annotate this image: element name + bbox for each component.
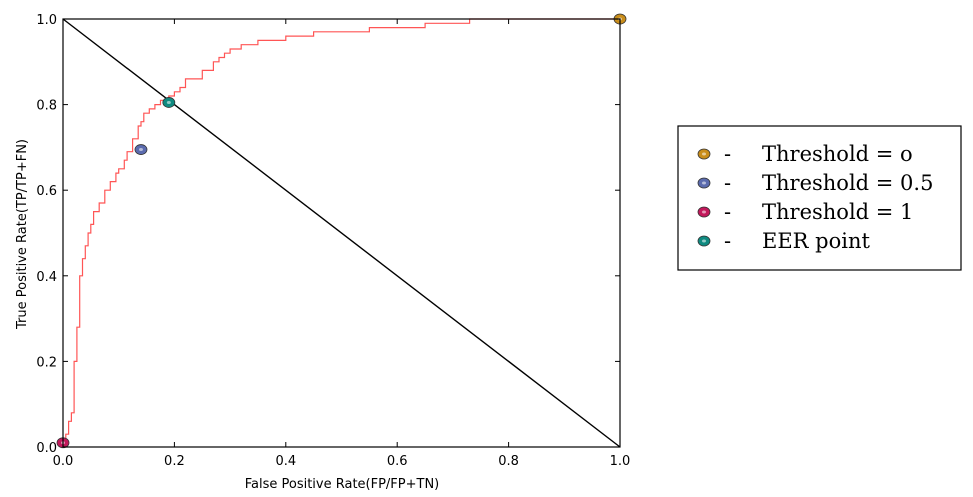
- legend-item: - Threshold = o: [697, 142, 913, 166]
- legend-box: [677, 125, 962, 271]
- legend-label: EER point: [762, 229, 870, 253]
- plot-frame: [62, 18, 621, 448]
- y-tick-label: 1.0: [36, 13, 57, 28]
- legend-item: - Threshold = 0.5: [697, 171, 933, 195]
- legend-label: Threshold = o: [762, 142, 913, 166]
- y-tick-label: 0.2: [36, 355, 57, 370]
- marker-highlight: [138, 148, 143, 152]
- legend: - Threshold = o - Threshold = 0.5 - Threshold…: [677, 125, 962, 271]
- x-tick-label: 0.2: [164, 454, 185, 469]
- x-axis-title: False Positive Rate(FP/FP+TN): [245, 477, 440, 492]
- marker-point: [134, 144, 148, 155]
- x-tick-label: 0.0: [53, 454, 74, 469]
- legend-marker-highlight: [702, 210, 706, 214]
- legend-marker-highlight: [702, 181, 706, 185]
- y-tick-label: 0.4: [36, 270, 57, 285]
- legend-dash: -: [724, 200, 731, 224]
- roc-curve: [63, 18, 620, 448]
- diagonal-line: [62, 18, 621, 448]
- marker-point: [162, 97, 176, 108]
- x-tick-label: 1.0: [610, 454, 631, 469]
- x-tick-label: 0.6: [387, 454, 408, 469]
- legend-dash: -: [724, 171, 731, 195]
- x-tick-label: 0.8: [498, 454, 519, 469]
- legend-label: Threshold = 1: [762, 200, 913, 224]
- legend-marker-highlight: [702, 239, 706, 243]
- x-tick-label: 0.4: [275, 454, 296, 469]
- y-tick-label: 0.6: [36, 184, 57, 199]
- legend-dash: -: [724, 229, 731, 253]
- plot-area: [56, 13, 627, 449]
- y-tick-label: 0.0: [36, 441, 57, 456]
- marker-highlight: [166, 100, 171, 104]
- legend-marker-highlight: [702, 152, 706, 156]
- legend-items: - Threshold = o - Threshold = 0.5 - Threshold…: [697, 142, 933, 253]
- legend-label: Threshold = 0.5: [762, 171, 933, 195]
- legend-item: - Threshold = 1: [697, 200, 913, 224]
- axes: 0.0 0.2 0.4 0.6 0.8 1.0 0.0 0.2 0.4 0.6 0.8 1.0: [36, 13, 630, 469]
- y-tick-label: 0.8: [36, 99, 57, 114]
- legend-item: - EER point: [697, 229, 870, 253]
- legend-dash: -: [724, 142, 731, 166]
- y-axis-title: True Positive Rate(TP/TP+FN): [15, 139, 30, 330]
